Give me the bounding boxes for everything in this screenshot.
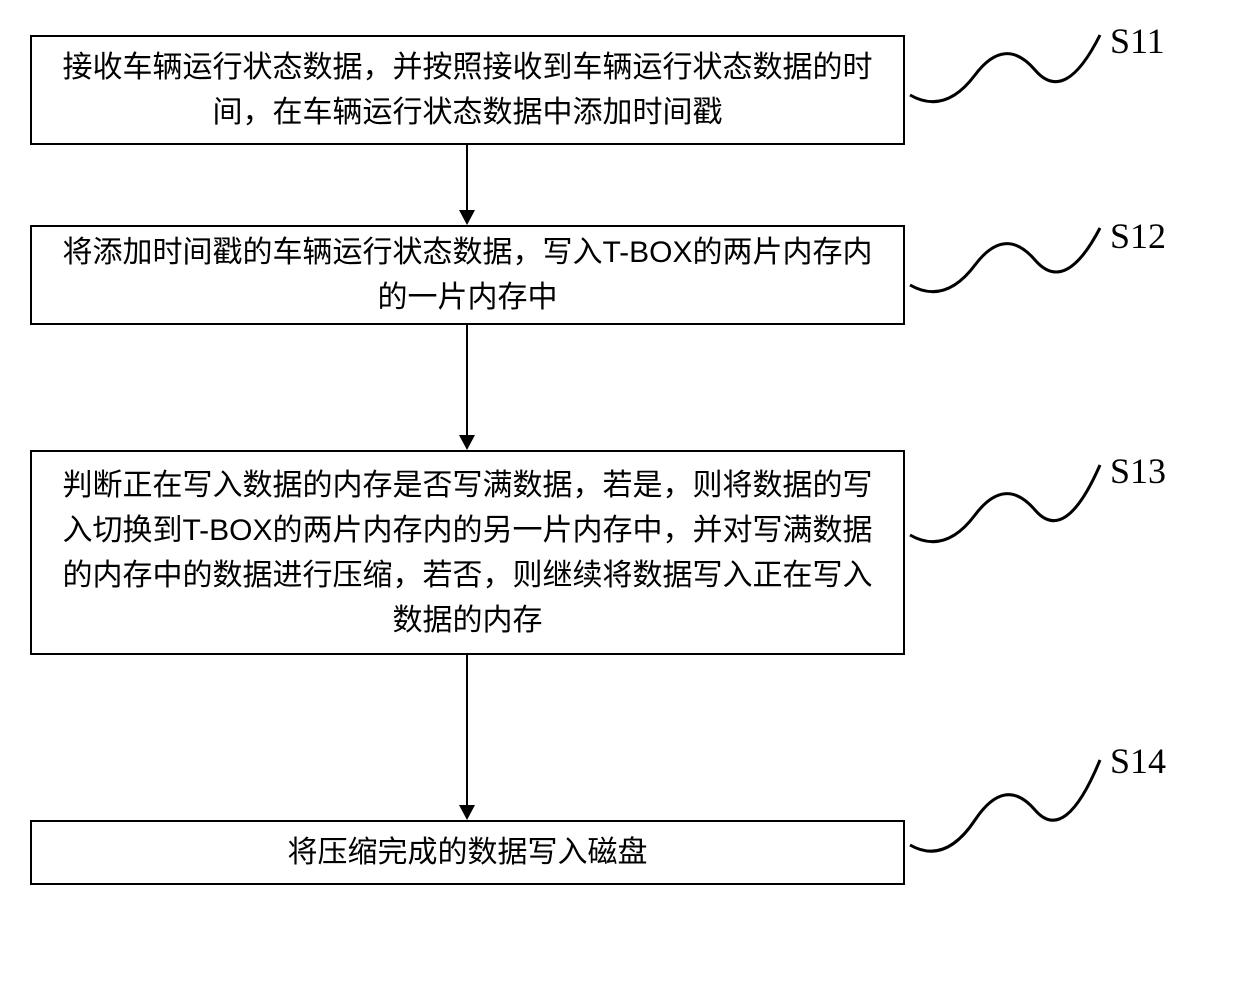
flowchart-container: 接收车辆运行状态数据，并按照接收到车辆运行状态数据的时间，在车辆运行状态数据中添… bbox=[0, 0, 1240, 989]
step-label-s12: S12 bbox=[1110, 215, 1166, 257]
squiggle-s11 bbox=[905, 20, 1115, 120]
arrow-s11-s12 bbox=[450, 145, 485, 227]
squiggle-s14 bbox=[905, 740, 1115, 870]
arrow-s12-s13 bbox=[450, 325, 485, 452]
step-label-s13: S13 bbox=[1110, 450, 1166, 492]
step-box-s11: 接收车辆运行状态数据，并按照接收到车辆运行状态数据的时间，在车辆运行状态数据中添… bbox=[30, 35, 905, 145]
step-label-s11: S11 bbox=[1110, 20, 1165, 62]
squiggle-s13 bbox=[905, 450, 1115, 570]
arrow-s13-s14 bbox=[450, 655, 485, 822]
step-text-s14: 将压缩完成的数据写入磁盘 bbox=[288, 830, 648, 875]
step-box-s12: 将添加时间戳的车辆运行状态数据，写入T-BOX的两片内存内的一片内存中 bbox=[30, 225, 905, 325]
step-box-s14: 将压缩完成的数据写入磁盘 bbox=[30, 820, 905, 885]
step-text-s13: 判断正在写入数据的内存是否写满数据，若是，则将数据的写入切换到T-BOX的两片内… bbox=[52, 463, 883, 643]
squiggle-s12 bbox=[905, 215, 1115, 315]
step-text-s12: 将添加时间戳的车辆运行状态数据，写入T-BOX的两片内存内的一片内存中 bbox=[52, 230, 883, 320]
step-label-s14: S14 bbox=[1110, 740, 1166, 782]
step-text-s11: 接收车辆运行状态数据，并按照接收到车辆运行状态数据的时间，在车辆运行状态数据中添… bbox=[52, 45, 883, 135]
step-box-s13: 判断正在写入数据的内存是否写满数据，若是，则将数据的写入切换到T-BOX的两片内… bbox=[30, 450, 905, 655]
